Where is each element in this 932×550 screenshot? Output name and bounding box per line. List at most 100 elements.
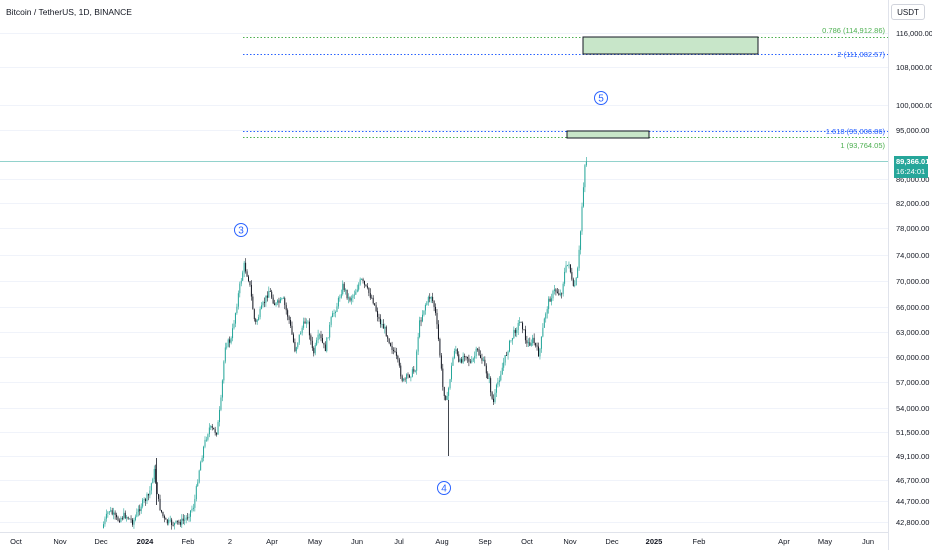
candle-body — [306, 322, 307, 324]
candle-body — [129, 518, 131, 520]
candle-body — [469, 361, 471, 363]
candle-body — [455, 349, 457, 351]
candle-body — [366, 285, 368, 288]
candle-body — [223, 361, 225, 381]
candle-body — [427, 297, 429, 303]
candle-body — [510, 340, 512, 342]
candle-body — [478, 349, 480, 356]
candle-body — [507, 351, 509, 356]
candle-body — [266, 295, 268, 298]
candle-body — [303, 321, 305, 328]
candle-body — [110, 510, 112, 512]
candle-body — [569, 264, 571, 273]
candle-body — [275, 302, 277, 306]
candle-body — [282, 298, 284, 299]
candle-body — [464, 356, 466, 357]
candle-body — [208, 427, 210, 435]
candle-body — [200, 462, 202, 471]
candle-body — [449, 379, 451, 389]
candle-body — [240, 280, 242, 284]
candle-body — [497, 382, 499, 385]
candle-body — [216, 432, 218, 435]
candle-body — [400, 365, 402, 377]
candle-body — [582, 187, 584, 207]
candle-body — [114, 512, 116, 515]
candle-body — [456, 349, 458, 355]
candle-body — [407, 374, 409, 376]
candle-body — [205, 439, 207, 441]
candle-body — [203, 446, 205, 458]
price-axis[interactable]: 116,000.00 108,000.00 100,000.00 95,000.00 8… — [896, 29, 932, 527]
target-zone-lower[interactable] — [566, 130, 650, 139]
price-tick-label: 100,000.00 — [896, 101, 932, 110]
time-axis[interactable]: Oct Nov Dec 2024 Feb 2 Apr May Jun Jul Aug Sep Oct No… — [10, 537, 874, 546]
candle-body — [503, 362, 505, 368]
candle-body — [481, 357, 483, 361]
candle-body — [580, 231, 582, 250]
candle-body — [471, 360, 473, 363]
candle-body — [487, 373, 489, 379]
candle-body — [194, 499, 196, 508]
wave-label-5[interactable]: 5 — [594, 91, 608, 105]
currency-selector[interactable]: USDT — [891, 4, 925, 20]
time-tick-label: Feb — [182, 537, 195, 546]
candle-body — [375, 305, 377, 312]
candle-body — [513, 329, 515, 338]
candle-body — [430, 296, 432, 299]
candle-body — [201, 457, 203, 463]
time-tick-label: Dec — [605, 537, 619, 546]
candle-body — [333, 312, 335, 314]
candle-body — [509, 340, 510, 352]
candle-body — [348, 297, 350, 299]
candle-body — [230, 338, 232, 343]
candle-body — [416, 351, 418, 371]
candle-body — [466, 356, 468, 359]
candle-body — [301, 327, 303, 333]
candle-body — [539, 348, 541, 357]
candle-body — [171, 519, 173, 525]
candle-body — [294, 341, 296, 352]
candle-body — [132, 519, 133, 525]
candle-body — [243, 262, 245, 273]
symbol-title[interactable]: Bitcoin / TetherUS, 1D, BINANCE — [6, 7, 132, 17]
candle-body — [255, 319, 257, 322]
candle-body — [533, 337, 535, 344]
wave-label-3[interactable]: 3 — [234, 223, 248, 237]
candle-body — [308, 321, 310, 336]
time-tick-label: Jul — [394, 537, 404, 546]
candle-body — [540, 336, 542, 349]
candle-body — [145, 499, 147, 502]
candle-body — [248, 276, 249, 282]
candle-body — [398, 359, 400, 366]
candle-body — [559, 293, 561, 296]
candle-body — [134, 516, 136, 521]
candle-body — [253, 309, 255, 320]
candle-body — [581, 206, 583, 232]
candle-body — [568, 264, 570, 266]
candle-body — [482, 359, 484, 361]
wave-label-4[interactable]: 4 — [437, 481, 451, 495]
candle-body — [263, 302, 265, 304]
candle-body — [511, 337, 513, 341]
candle-body — [207, 434, 209, 440]
candle-body — [527, 342, 529, 344]
candle-body — [381, 324, 383, 325]
candle-body — [227, 339, 229, 347]
candle-body — [342, 283, 344, 295]
candle-body — [472, 358, 474, 361]
time-tick-label: Sep — [478, 537, 491, 546]
candle-body — [233, 323, 235, 329]
candle-body — [358, 284, 360, 290]
candle-body — [143, 499, 145, 500]
candle-body — [468, 358, 470, 362]
time-tick-label: 2025 — [646, 537, 663, 546]
candle-body — [391, 345, 393, 350]
candle-body — [220, 397, 222, 410]
candle-body — [155, 468, 157, 483]
candle-body — [239, 283, 241, 294]
current-price-value: 89,366.01 — [896, 157, 930, 166]
price-tick-label: 44,700.00 — [896, 497, 929, 506]
target-zone-upper[interactable] — [582, 36, 759, 55]
candle-body — [245, 262, 247, 272]
